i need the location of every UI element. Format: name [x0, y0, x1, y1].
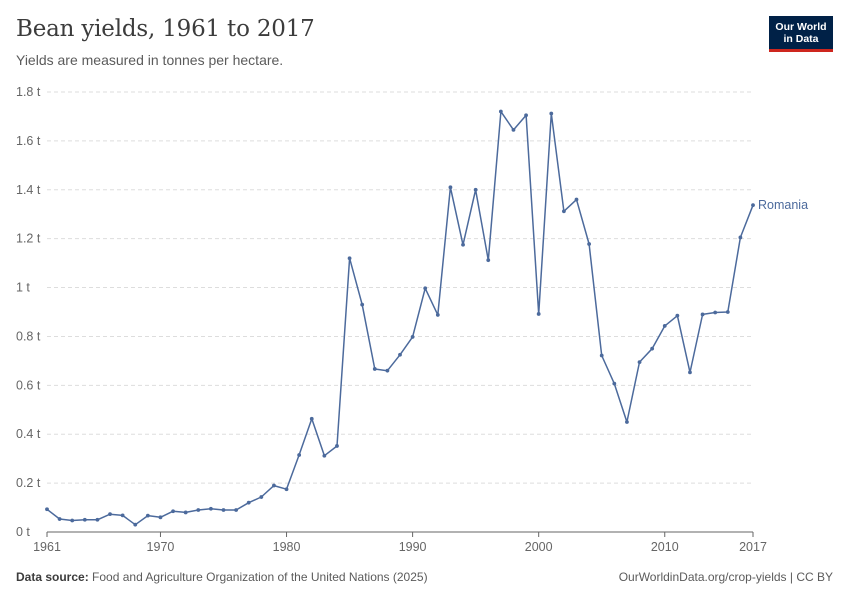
- y-tick-label: 1 t: [16, 281, 30, 295]
- data-point: [398, 352, 402, 357]
- grid-lines: [47, 91, 753, 484]
- data-point: [700, 312, 705, 317]
- data-point: [435, 313, 440, 317]
- series-line: [46, 110, 754, 526]
- chart-subtitle: Yields are measured in tonnes per hectar…: [16, 52, 284, 68]
- x-tick-label: 2000: [525, 540, 553, 554]
- data-point: [57, 517, 62, 521]
- data-point: [587, 242, 592, 246]
- y-tick-label: 1.8 t: [16, 85, 41, 99]
- line-chart: 0 t 0.2 t 0.4 t 0.6 t 0.8 t 1 t 1.2 t 1.4 t 1.6 …: [16, 85, 808, 554]
- y-tick-label: 0.4 t: [16, 427, 41, 441]
- x-tick-label: 2010: [651, 540, 679, 554]
- y-tick-label: 1.2 t: [16, 232, 41, 246]
- data-point: [183, 510, 188, 515]
- data-point: [599, 353, 604, 358]
- data-point: [511, 127, 516, 132]
- data-point: [322, 453, 327, 458]
- data-point: [524, 113, 528, 118]
- owid-logo[interactable]: Our World in Data: [769, 16, 833, 52]
- y-tick-label: 0.8 t: [16, 329, 41, 343]
- data-source: Data source: Food and Agriculture Organi…: [16, 570, 428, 584]
- data-point: [234, 508, 239, 512]
- y-tick-label: 0 t: [16, 525, 30, 539]
- source-url[interactable]: OurWorldinData.org/crop-yields | CC BY: [618, 570, 833, 584]
- x-tick-label: 1980: [273, 540, 301, 554]
- data-point: [738, 235, 743, 240]
- x-tick-label: 1961: [33, 540, 61, 554]
- data-source-text[interactable]: Food and Agriculture Organization of the…: [92, 570, 428, 584]
- data-point: [221, 508, 226, 512]
- data-point: [498, 109, 503, 114]
- data-point: [662, 324, 667, 328]
- data-point: [347, 256, 352, 261]
- data-point: [108, 512, 112, 517]
- data-point: [725, 310, 730, 314]
- data-point: [448, 185, 453, 190]
- data-point: [385, 368, 390, 373]
- data-point: [625, 420, 629, 424]
- series-group: Romania: [45, 109, 808, 527]
- data-point: [536, 312, 541, 316]
- data-point: [650, 346, 655, 351]
- data-point: [272, 483, 276, 488]
- data-point: [196, 508, 201, 512]
- data-point: [45, 507, 49, 512]
- data-point: [82, 517, 87, 522]
- data-point: [410, 335, 415, 339]
- data-point: [473, 187, 478, 192]
- y-tick-label: 0.2 t: [16, 476, 41, 490]
- data-point: [423, 286, 428, 291]
- data-point: [461, 242, 465, 247]
- x-tick-label: 1990: [399, 540, 427, 554]
- x-tick-label: 2017: [739, 540, 767, 554]
- series-label: Romania: [758, 198, 808, 212]
- y-tick-label: 0.6 t: [16, 378, 41, 392]
- data-source-label: Data source:: [16, 570, 89, 584]
- data-point: [145, 513, 150, 518]
- data-point: [70, 518, 75, 523]
- data-point: [360, 302, 365, 307]
- data-point: [284, 487, 289, 492]
- data-point: [561, 209, 566, 214]
- data-point: [713, 310, 718, 315]
- data-point: [486, 258, 491, 263]
- data-point: [246, 500, 251, 505]
- data-point: [372, 367, 377, 371]
- data-point: [95, 517, 100, 522]
- data-point: [574, 197, 579, 202]
- logo-line-1: Our World: [775, 21, 827, 33]
- data-point: [549, 111, 554, 116]
- data-point: [612, 381, 617, 386]
- chart-title: Bean yields, 1961 to 2017: [16, 16, 315, 42]
- y-tick-label: 1.4 t: [16, 183, 41, 197]
- data-point: [675, 313, 680, 318]
- data-point: [637, 360, 642, 365]
- data-point: [297, 453, 302, 457]
- y-axis-ticks: 0 t 0.2 t 0.4 t 0.6 t 0.8 t 1 t 1.2 t 1.4 t 1.6 …: [16, 85, 41, 539]
- data-point: [133, 522, 138, 527]
- data-point: [309, 416, 314, 421]
- data-point: [158, 515, 163, 520]
- data-point: [259, 495, 264, 499]
- x-tick-label: 1970: [147, 540, 175, 554]
- data-point: [335, 444, 339, 448]
- data-point: [751, 203, 755, 208]
- data-point: [171, 509, 175, 514]
- x-axis: 1961 1970 1980 1990 2000 2010 2017: [33, 531, 767, 554]
- data-point: [120, 513, 125, 518]
- y-tick-label: 1.6 t: [16, 134, 41, 148]
- data-point: [688, 370, 692, 375]
- data-point: [208, 506, 213, 511]
- logo-line-2: in Data: [783, 33, 819, 45]
